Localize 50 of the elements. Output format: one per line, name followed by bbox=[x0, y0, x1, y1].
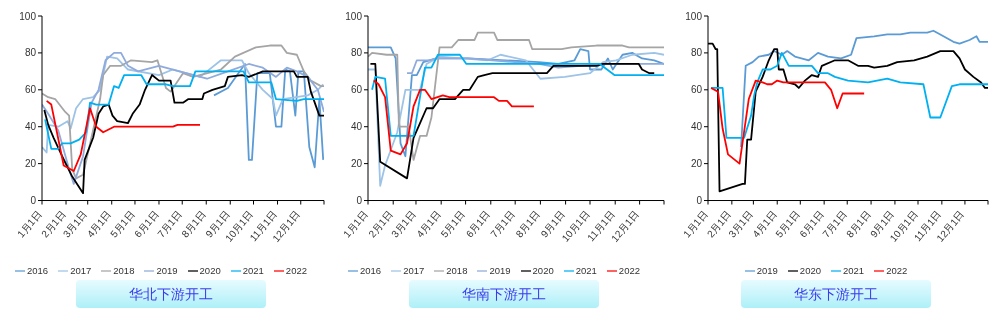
x-tick-label: 1月1日 bbox=[341, 208, 370, 240]
legend-label: 2022 bbox=[618, 264, 640, 276]
legend-label: 2019 bbox=[156, 264, 178, 276]
line-series bbox=[710, 52, 988, 139]
line-series bbox=[45, 99, 201, 172]
line-series bbox=[44, 70, 324, 150]
text: 华北下游开工 bbox=[76, 280, 266, 308]
y-tick-label: 40 bbox=[24, 121, 37, 133]
y-tick-label: 0 bbox=[696, 195, 703, 207]
y-tick-label: 60 bbox=[690, 84, 703, 96]
y-tick-label: 60 bbox=[24, 84, 37, 96]
line-series bbox=[371, 53, 664, 137]
y-tick-label: 20 bbox=[690, 158, 703, 170]
y-tick-label: 20 bbox=[24, 158, 37, 170]
line-series bbox=[213, 63, 324, 169]
y-tick-label: 80 bbox=[24, 47, 37, 59]
line-series bbox=[42, 55, 324, 154]
legend-label: 2021 bbox=[242, 264, 264, 276]
legend-label: 2017 bbox=[403, 264, 425, 276]
legend-label: 2022 bbox=[285, 264, 307, 276]
legend-label: 2016 bbox=[360, 264, 382, 276]
line-series bbox=[372, 79, 535, 156]
text: 华南下游开工 bbox=[409, 280, 599, 308]
legend-label: 2021 bbox=[843, 264, 865, 276]
legend-label: 2020 bbox=[532, 264, 554, 276]
legend-label: 2019 bbox=[756, 264, 778, 276]
legend-label: 2020 bbox=[199, 264, 221, 276]
legend-label: 2021 bbox=[575, 264, 597, 276]
y-tick-label: 40 bbox=[350, 121, 363, 133]
line-series bbox=[740, 29, 988, 148]
y-tick-label: 100 bbox=[19, 10, 37, 22]
y-tick-label: 40 bbox=[690, 121, 703, 133]
y-tick-label: 100 bbox=[685, 10, 703, 22]
legend-label: 2020 bbox=[799, 264, 821, 276]
legend-label: 2018 bbox=[446, 264, 468, 276]
y-tick-label: 100 bbox=[345, 10, 363, 22]
text: 华东下游开工 bbox=[741, 280, 931, 308]
y-tick-label: 80 bbox=[350, 47, 363, 59]
y-tick-label: 80 bbox=[690, 47, 703, 59]
y-tick-label: 0 bbox=[30, 195, 37, 207]
legend-label: 2019 bbox=[489, 264, 511, 276]
line-series bbox=[710, 79, 866, 165]
y-tick-label: 20 bbox=[350, 158, 363, 170]
y-tick-label: 0 bbox=[356, 195, 363, 207]
legend-label: 2022 bbox=[886, 264, 908, 276]
line-series bbox=[368, 52, 664, 187]
y-tick-label: 60 bbox=[350, 84, 363, 96]
legend-label: 2018 bbox=[113, 264, 135, 276]
legend-label: 2016 bbox=[27, 264, 49, 276]
legend-label: 2017 bbox=[70, 264, 92, 276]
